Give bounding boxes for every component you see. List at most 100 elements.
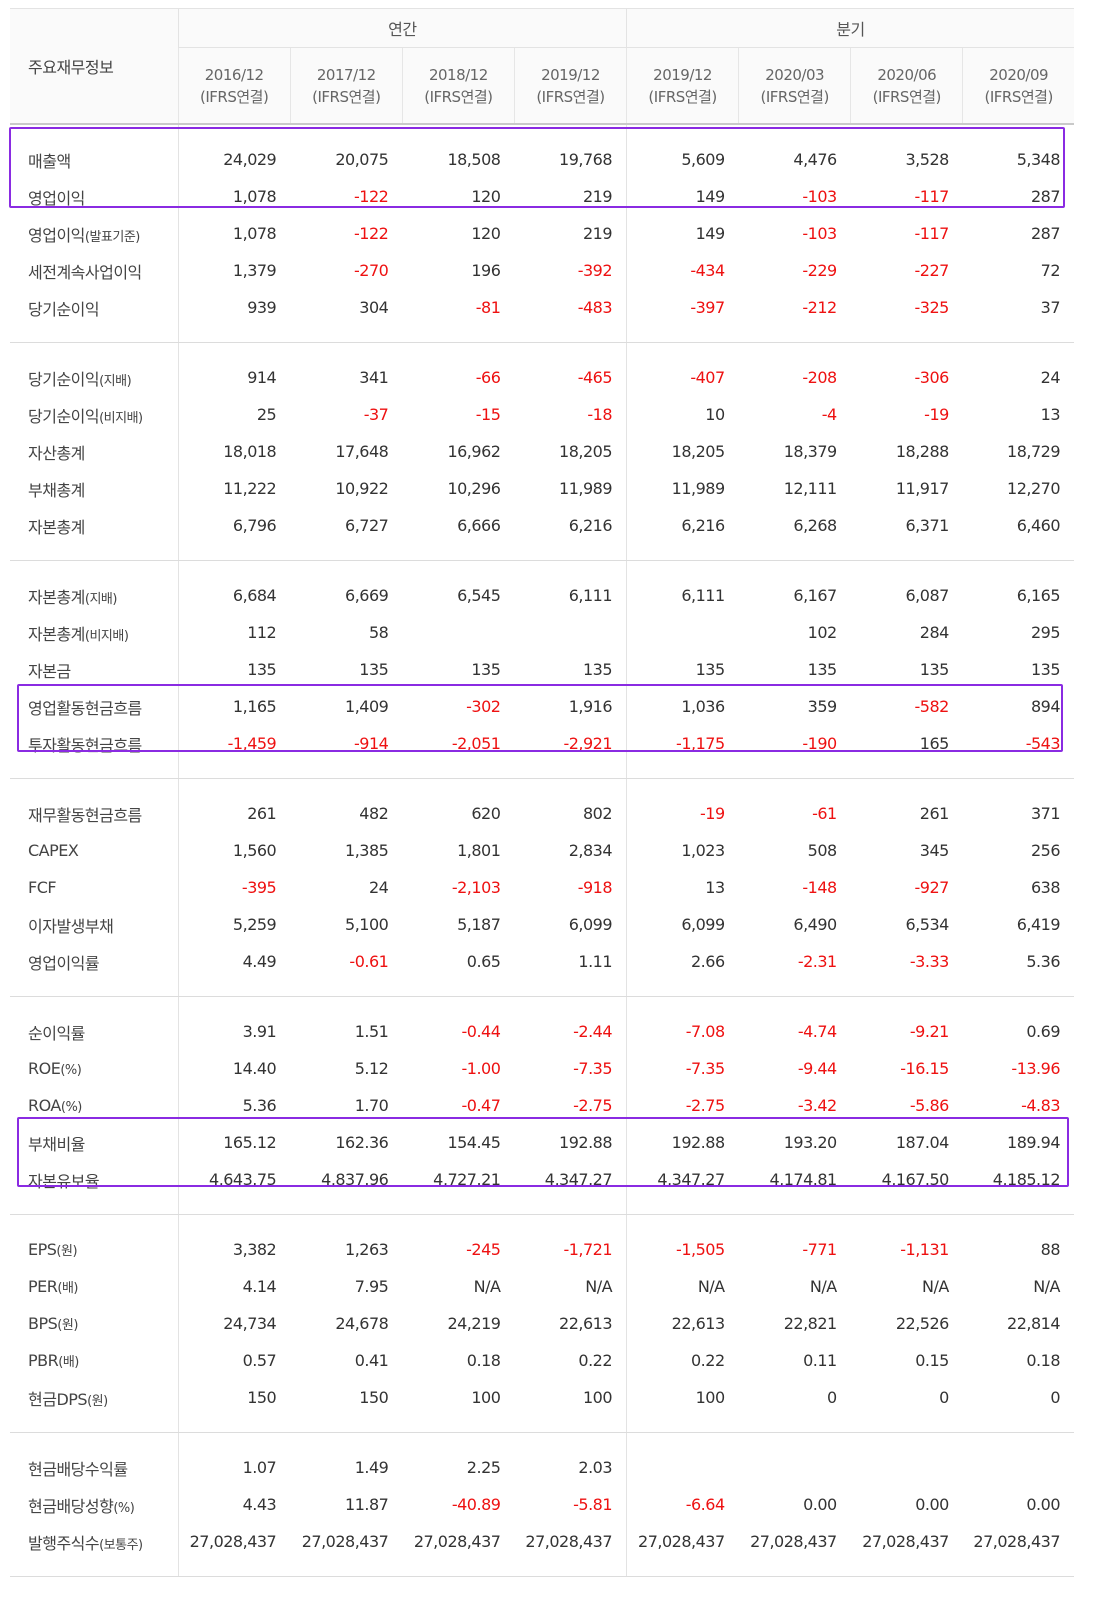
- value-cell: 11,917: [895, 479, 949, 498]
- value-cell: 19,768: [514, 141, 628, 178]
- table-row: 매출액 24,029 20,075 18,508 19,768 5,609 4,476 3,5…: [10, 141, 1074, 178]
- row-label-unit: (지배): [99, 373, 132, 389]
- value-cell: 287: [1030, 187, 1061, 206]
- value-cell: 0.69: [1026, 1022, 1060, 1041]
- row-label-text: 부채총계: [28, 480, 85, 500]
- row-label-text: 자산총계: [28, 443, 85, 463]
- period-basis: (IFRS연결): [760, 87, 830, 106]
- value-cell: 1.07: [242, 1458, 277, 1477]
- value-cell: 0.22: [691, 1351, 725, 1370]
- value-cell: 16,962: [447, 442, 501, 461]
- value-cell: -0.47: [461, 1096, 501, 1115]
- value-cell: 3,528: [905, 150, 950, 169]
- row-label-text: 영업활동현금흐름: [28, 698, 142, 718]
- table-row: BPS(원) 24,734 24,678 24,219 22,613 22,613 22,8…: [10, 1305, 1074, 1342]
- value-cell: 18,729: [1007, 442, 1060, 461]
- value-cell: 0.41: [354, 1351, 389, 1370]
- row-label-text: 자본총계: [28, 517, 85, 537]
- value-cell: -13.96: [1011, 1059, 1060, 1078]
- row-label-text: 세전계속사업이익: [28, 262, 142, 282]
- value-cell: 6,666: [457, 516, 501, 535]
- value-cell: 10: [705, 405, 725, 424]
- value-cell: 17,648: [335, 442, 389, 461]
- value-cell: 4.49: [242, 952, 277, 971]
- value-cell: -3.42: [797, 1096, 837, 1115]
- value-cell: 4,167.50: [881, 1170, 950, 1189]
- value-cell: -397: [690, 298, 725, 317]
- period-header: 2020/03 (IFRS연결): [738, 47, 851, 125]
- row-label: 당기순이익(지배): [10, 359, 179, 396]
- value-cell: 2.66: [691, 952, 725, 971]
- row-label: PER(배): [10, 1268, 179, 1305]
- row-label-unit: (보통주): [99, 1537, 143, 1553]
- value-cell: 4,476: [793, 150, 837, 169]
- row-label: 현금DPS(원): [10, 1379, 179, 1416]
- value-cell: -2.75: [514, 1087, 628, 1124]
- value-cell: -0.44: [461, 1022, 501, 1041]
- value-cell: 0: [1050, 1388, 1060, 1407]
- row-label: 영업이익률: [10, 943, 179, 980]
- row-label-text: 투자활동현금흐름: [28, 735, 142, 755]
- value-cell: [402, 614, 514, 651]
- table-row: 현금배당수익률 1.07 1.49 2.25 2.03: [10, 1449, 1074, 1486]
- period-basis: (IFRS연결): [200, 87, 269, 106]
- value-cell: 0: [827, 1388, 837, 1407]
- value-cell: -81: [475, 298, 501, 317]
- value-cell: 4,727.21: [433, 1170, 501, 1189]
- value-cell: 192.88: [671, 1133, 725, 1152]
- value-cell: 100: [695, 1388, 726, 1407]
- row-label: 자본총계(비지배): [10, 614, 179, 651]
- value-cell: -103: [802, 224, 837, 243]
- value-cell: 14.40: [232, 1059, 277, 1078]
- row-label: CAPEX: [10, 832, 179, 869]
- value-cell: 4,174.81: [769, 1170, 837, 1189]
- row-label-unit: (배): [58, 1355, 79, 1370]
- value-cell: 1,801: [457, 841, 501, 860]
- table-row: 재무활동현금흐름 261 482 620 802 -19 -61 261 371: [10, 795, 1074, 832]
- value-cell: 1,560: [232, 841, 277, 860]
- value-cell: 287: [1030, 224, 1061, 243]
- period-date: 2018/12: [428, 65, 488, 84]
- row-label: 영업이익(발표기준): [10, 215, 179, 252]
- row-label: 부채총계: [10, 470, 179, 507]
- value-cell: 4,185.12: [992, 1170, 1061, 1189]
- table-row: 부채총계 11,222 10,922 10,296 11,989 11,989 12,111…: [10, 470, 1074, 507]
- period-basis: (IFRS연결): [872, 87, 942, 106]
- value-cell: 5.36: [1026, 952, 1060, 971]
- value-cell: 914: [247, 368, 277, 387]
- table-row: 자산총계 18,018 17,648 16,962 18,205 18,205 18,379…: [10, 433, 1074, 470]
- period-header: 2016/12 (IFRS연결): [177, 47, 291, 125]
- value-cell: 2.03: [514, 1449, 628, 1486]
- period-header: 2018/12 (IFRS연결): [401, 47, 515, 125]
- value-cell: 187.04: [895, 1133, 949, 1152]
- value-cell: 135: [247, 660, 277, 679]
- value-cell: 4,643.75: [208, 1170, 277, 1189]
- value-cell: 0.18: [1026, 1351, 1060, 1370]
- value-cell: 5,187: [457, 915, 501, 934]
- value-cell: 7.95: [354, 1277, 389, 1296]
- period-date: 2020/09: [989, 65, 1049, 84]
- value-cell: 58: [368, 623, 389, 642]
- value-cell: 189.94: [1007, 1133, 1060, 1152]
- value-cell: 135: [514, 651, 628, 688]
- value-cell: -61: [812, 804, 837, 823]
- value-cell: 6,111: [514, 577, 628, 614]
- row-label: 재무활동현금흐름: [10, 795, 179, 832]
- row-label: 영업이익: [10, 178, 179, 215]
- value-cell: 10,296: [447, 479, 501, 498]
- value-cell: 4.43: [242, 1495, 277, 1514]
- value-cell: -4.74: [797, 1022, 837, 1041]
- value-cell: 24,029: [223, 150, 277, 169]
- value-cell: 359: [807, 697, 838, 716]
- value-cell: 135: [1030, 660, 1061, 679]
- value-cell: 0.11: [803, 1351, 837, 1370]
- value-cell: 304: [359, 298, 389, 317]
- value-cell: 5,100: [345, 915, 389, 934]
- value-cell: 120: [471, 224, 501, 243]
- value-cell: 1,263: [345, 1240, 389, 1259]
- table-row: 영업이익(발표기준) 1,078 -122 120 219 149 -103 -117 287: [10, 215, 1074, 252]
- table-row: 자본총계(비지배) 112 58 102 284 295: [10, 614, 1074, 651]
- period-basis: (IFRS연결): [424, 87, 493, 106]
- row-label-text: ROA: [28, 1096, 61, 1115]
- row-label-text: BPS: [28, 1314, 58, 1333]
